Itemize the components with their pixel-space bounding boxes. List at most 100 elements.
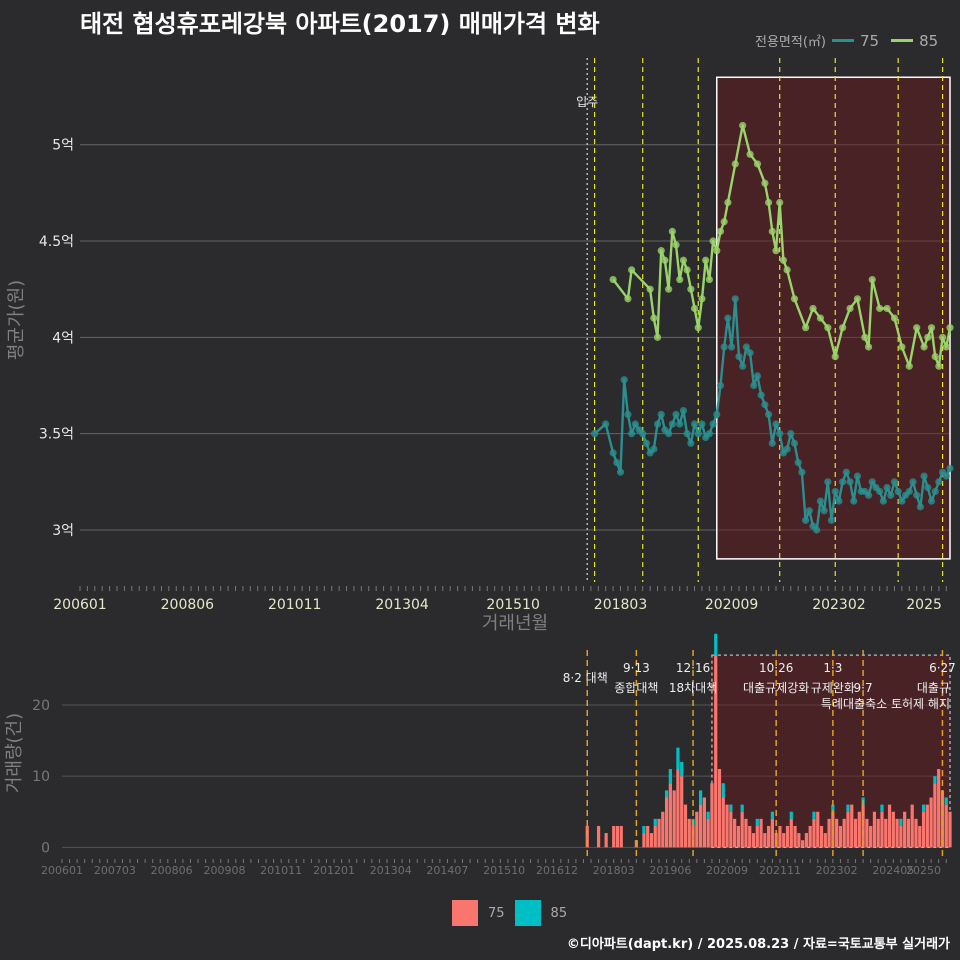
data-point-75	[698, 420, 706, 428]
bar-75	[933, 783, 937, 848]
bar-75	[880, 811, 884, 848]
bar-75	[612, 825, 616, 848]
bar-75	[748, 825, 752, 848]
data-point-75	[864, 491, 873, 499]
data-point-75	[813, 526, 821, 534]
data-point-75	[853, 472, 862, 480]
data-point-75	[757, 391, 765, 399]
data-point-75	[916, 503, 924, 511]
bar-75	[937, 769, 941, 848]
data-point-75	[694, 430, 702, 438]
data-point-75	[835, 497, 843, 505]
data-point-85	[713, 247, 721, 255]
legend-swatch-75	[452, 900, 478, 926]
x-tick-label: 2025	[906, 597, 942, 613]
bar-75	[725, 804, 729, 848]
y-axis-title: 평균가(원)	[6, 280, 27, 360]
bar-85	[729, 804, 733, 812]
x2-tick-label: 201011	[260, 864, 302, 877]
policy-date-label: 12·16	[676, 661, 710, 675]
bar-75	[687, 818, 691, 848]
data-point-85	[816, 314, 825, 322]
data-point-75	[628, 430, 636, 438]
policy-name-label: 18차대책	[669, 680, 717, 695]
bar-75	[759, 818, 763, 848]
data-point-85	[705, 275, 713, 284]
policy-date-label: 10·26	[759, 661, 793, 675]
bar-75	[653, 825, 657, 848]
bar-75	[763, 833, 767, 848]
x2-tick-label: 20250	[906, 864, 941, 877]
data-point-85	[776, 198, 784, 207]
x2-tick-label: 202009	[706, 864, 748, 877]
data-point-75	[768, 439, 776, 447]
data-point-85	[846, 304, 854, 313]
x2-tick-label: 201612	[536, 864, 578, 877]
legend-line-85	[891, 39, 914, 42]
bar-85	[770, 811, 775, 819]
x-tick-label: 201304	[375, 597, 429, 613]
bar-75	[702, 797, 706, 848]
policy-date-label: 9·13	[623, 661, 650, 675]
bar-75	[604, 833, 608, 848]
legend-label-85: 85	[919, 31, 939, 50]
bar-75	[944, 804, 948, 848]
data-point-85	[687, 285, 695, 293]
policy-name-label: 대출규제강화	[743, 681, 809, 695]
data-point-75	[761, 401, 769, 409]
policy-date-label: 1·3	[823, 661, 842, 675]
data-point-85	[927, 324, 936, 332]
data-point-75	[898, 497, 906, 505]
bar-75	[842, 818, 846, 848]
bar-75	[887, 804, 892, 848]
y-tick-label: 4억	[52, 330, 74, 346]
policy-name-label: 종합대책	[614, 680, 658, 695]
bar-85	[698, 790, 703, 805]
bar-75	[676, 769, 680, 848]
bar-85	[680, 761, 684, 777]
data-point-75	[639, 430, 647, 438]
data-point-85	[665, 285, 673, 293]
bar-75	[823, 833, 827, 848]
data-point-75	[742, 343, 750, 351]
data-point-75	[753, 372, 762, 380]
bar-85	[740, 804, 744, 812]
bar-75	[751, 833, 756, 848]
x2-tick-label: 202302	[816, 864, 858, 877]
data-point-85	[646, 285, 654, 293]
data-point-85	[683, 266, 691, 274]
data-point-85	[746, 150, 754, 158]
data-point-75	[794, 458, 802, 467]
x-tick-label: 201803	[594, 597, 647, 613]
data-point-85	[653, 333, 662, 341]
data-point-75	[827, 516, 836, 524]
y-tick-label: 3.5억	[39, 427, 74, 443]
footer-credit: ©디아파트(dapt.kr) / 2025.08.23 / 자료=국토교통부 실…	[566, 937, 950, 952]
data-point-75	[620, 376, 628, 384]
data-point-75	[687, 439, 695, 447]
data-point-75	[602, 420, 610, 428]
data-point-85	[768, 227, 776, 235]
bar-75	[691, 825, 695, 848]
data-point-85	[772, 247, 780, 255]
bar-75	[846, 811, 850, 848]
bar-75	[729, 811, 733, 848]
data-point-75	[624, 410, 632, 418]
policy-name-label: 8·2 대책	[563, 670, 608, 685]
bar-75	[657, 818, 661, 848]
data-point-85	[650, 314, 658, 322]
data-point-75	[631, 420, 639, 428]
data-point-75	[931, 487, 939, 496]
data-point-85	[676, 275, 684, 284]
bar-75	[717, 769, 722, 848]
bar-75	[695, 811, 699, 848]
bar-75	[948, 811, 952, 848]
data-point-85	[938, 333, 947, 341]
y2-axis-title: 거래량(건)	[4, 713, 25, 793]
data-point-85	[783, 266, 791, 274]
data-point-75	[920, 472, 928, 480]
bar-75	[891, 811, 895, 848]
x2-tick-label: 201201	[313, 864, 355, 877]
data-point-85	[739, 121, 747, 130]
bar-75	[876, 818, 880, 848]
